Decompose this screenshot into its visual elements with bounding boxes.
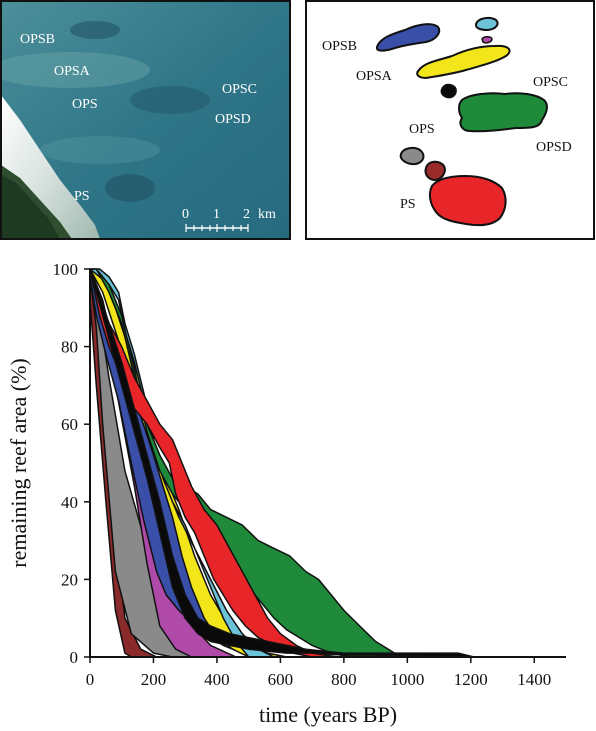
map-label-opsa: OPSA: [356, 69, 393, 84]
reef-opsa: [416, 44, 511, 80]
y-tick-label: 100: [53, 260, 79, 279]
chart: 0 200 400 600 800 1000 1200 1400 0 20 40 60 80 100 t…: [6, 260, 566, 727]
x-tick-label: 1200: [454, 670, 488, 689]
series-area-8: [89, 268, 475, 658]
x-axis-title: time (years BP): [259, 702, 397, 727]
x-ticks: 0 200 400 600 800 1000 1200 1400: [86, 657, 551, 689]
sat-label-opsb: OPSB: [20, 32, 55, 47]
reef-patch: [130, 86, 210, 114]
sat-label-ops: OPS: [72, 97, 98, 112]
x-tick-label: 400: [204, 670, 230, 689]
scale-ticks: [185, 224, 249, 232]
map-label-ops: OPS: [409, 122, 435, 137]
reef-opsc-opsd: [458, 92, 549, 133]
x-tick-label: 0: [86, 670, 95, 689]
y-tick-label: 80: [61, 338, 78, 357]
sat-label-opsd: OPSD: [215, 112, 251, 127]
axes: 0 200 400 600 800 1000 1200 1400 0 20 40 60 80 100: [53, 260, 566, 689]
y-tick-label: 0: [70, 648, 79, 667]
reef-opsb-small-cyan: [474, 16, 499, 32]
reef-ps-grey: [399, 146, 425, 166]
y-axis-title: remaining reef area (%): [6, 358, 31, 567]
scale-tick-1: 1: [213, 207, 220, 222]
reef-ops: [440, 83, 457, 99]
reef-ps-brown: [424, 160, 446, 182]
reef-patch: [70, 21, 120, 39]
reef-patch: [105, 174, 155, 202]
scale-tick-0: 0: [182, 207, 189, 222]
map-label-opsc: OPSC: [533, 75, 568, 90]
y-tick-label: 40: [61, 493, 78, 512]
reef-ps: [428, 174, 507, 227]
reef-opsb: [375, 23, 441, 52]
satellite-panel: OPSB OPSA OPS OPSC OPSD PS 0 1 2 km: [0, 0, 291, 240]
map-label-opsb: OPSB: [322, 39, 357, 54]
x-tick-label: 1000: [390, 670, 424, 689]
map-panel: OPSB OPSA OPSC OPS OPSD PS: [305, 0, 595, 240]
shallow-bank: [0, 52, 150, 88]
reef-opsb-small-magenta: [481, 36, 493, 44]
scale-unit: km: [258, 207, 276, 222]
x-tick-label: 200: [141, 670, 167, 689]
vegetation: [1, 175, 60, 239]
y-ticks: 0 20 40 60 80 100: [53, 260, 90, 667]
map-label-ps: PS: [400, 197, 416, 212]
shallow-bank: [40, 136, 160, 164]
sat-label-ps: PS: [74, 189, 90, 204]
x-tick-label: 600: [268, 670, 294, 689]
x-tick-label: 1400: [517, 670, 551, 689]
y-tick-label: 60: [61, 415, 78, 434]
x-tick-label: 800: [331, 670, 357, 689]
scale-bar: 0 1 2 km: [182, 207, 276, 232]
map-label-opsd: OPSD: [536, 140, 572, 155]
series-areas: [89, 268, 475, 658]
y-tick-label: 20: [61, 570, 78, 589]
sat-label-opsc: OPSC: [222, 82, 257, 97]
sat-label-opsa: OPSA: [54, 64, 91, 79]
scale-tick-2: 2: [243, 207, 250, 222]
satellite-frame: [0, 0, 291, 240]
